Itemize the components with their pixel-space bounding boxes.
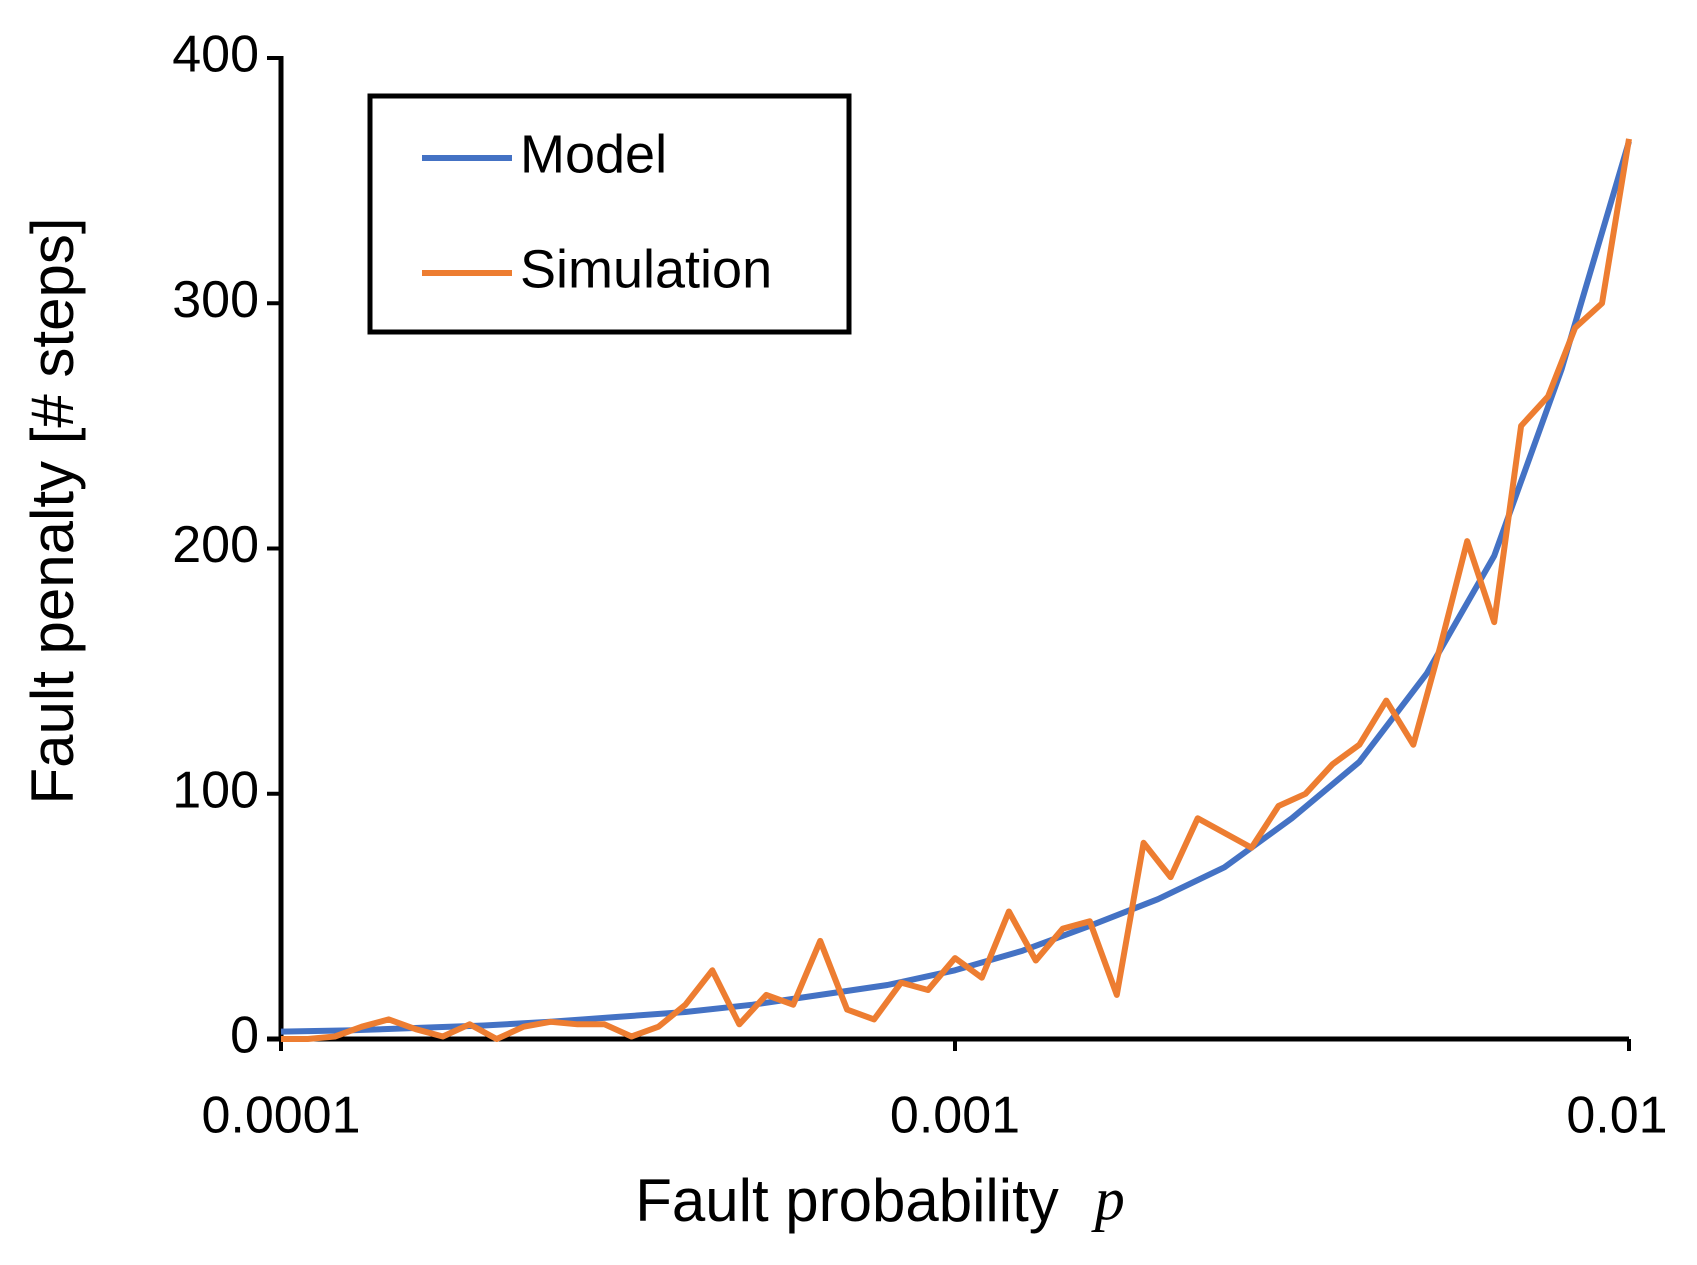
x-tick-label: 0.0001 [201,1087,360,1145]
x-axis-symbol: p [1091,1166,1125,1232]
y-tick-label: 100 [172,761,259,819]
x-axis-label: Fault probability [635,1167,1059,1234]
y-tick-label: 300 [172,271,259,329]
y-axis-title: Fault penalty [# steps] [19,218,86,805]
series-line [281,138,1632,1042]
y-tick-label: 0 [230,1007,259,1065]
x-tick-label: 0.01 [1566,1087,1667,1145]
legend-label: Model [520,124,667,184]
series-line [280,140,1632,1035]
legend-box [367,93,852,335]
legend-label: Simulation [520,239,772,299]
x-tick-label: 0.001 [890,1087,1020,1145]
y-tick-label: 400 [172,26,259,84]
x-axis-title: Fault probability p [635,1166,1125,1234]
y-tick-label: 200 [172,516,259,574]
